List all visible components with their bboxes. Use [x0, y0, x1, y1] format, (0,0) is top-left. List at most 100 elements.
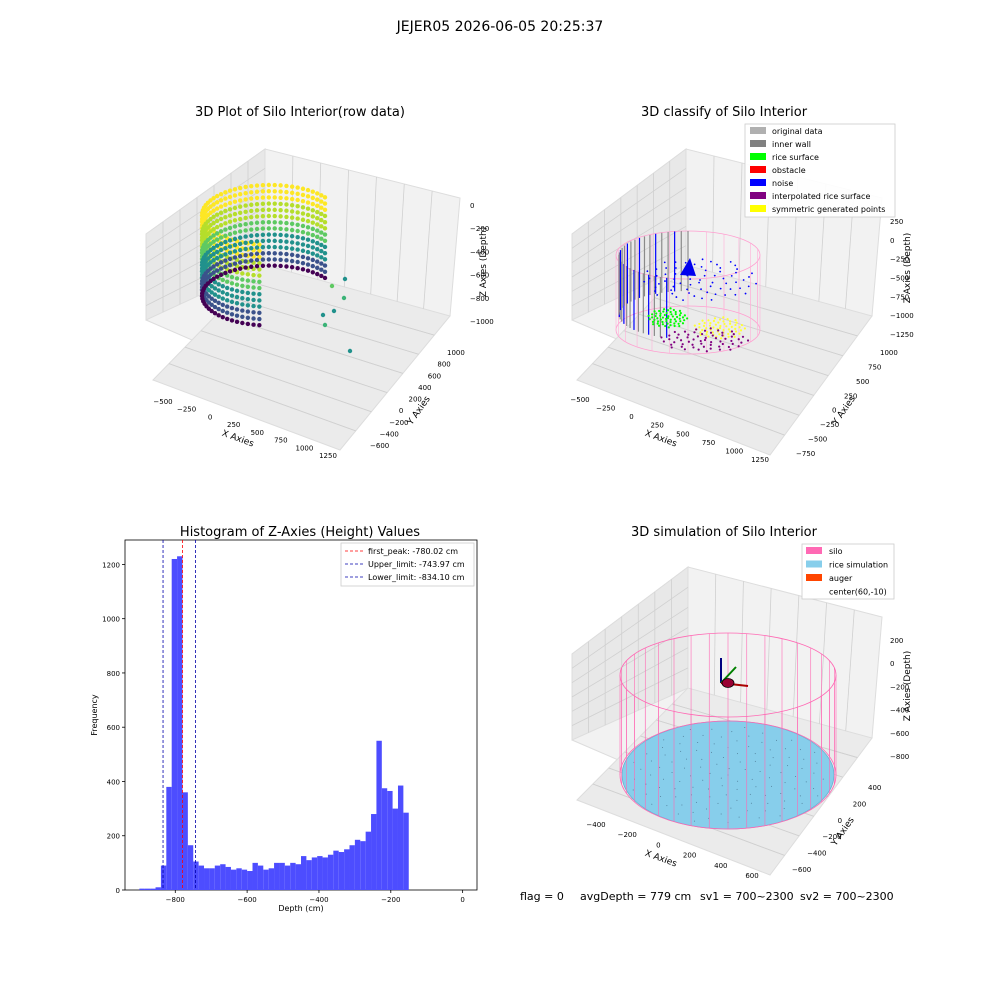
raw-data-point — [223, 208, 228, 214]
y-tick-label: 800 — [107, 670, 120, 678]
histogram-panel: Histogram of Z-Axies (Height) Values −80… — [90, 525, 478, 913]
symmetric-points-region-point — [719, 324, 722, 328]
raw-data-point — [232, 230, 238, 235]
raw-data-point — [245, 290, 251, 296]
histogram-bar — [166, 786, 172, 890]
raw-data-point — [218, 191, 224, 197]
raw-data-point — [278, 220, 283, 225]
raw-data-point — [249, 233, 254, 238]
legend-swatch — [806, 574, 822, 581]
rice-mesh-point — [799, 749, 801, 751]
raw-data-point — [272, 207, 277, 213]
raw-data-point — [214, 262, 220, 267]
interpolated-surface-region-point — [740, 341, 743, 344]
histogram-bar — [204, 868, 210, 890]
raw-data-point — [305, 206, 311, 211]
rice-mesh-point — [650, 760, 652, 762]
interpolated-surface-region-point — [721, 334, 724, 337]
raw-data-point — [315, 191, 320, 196]
histogram-bar — [301, 856, 307, 890]
symmetric-points-region-point — [730, 325, 733, 328]
rice-surface-region-point — [674, 313, 677, 316]
raw-data-point — [227, 262, 233, 268]
sim-x-tick: 400 — [714, 862, 727, 870]
rice-mesh-point — [751, 778, 753, 780]
rice-mesh-point — [754, 760, 756, 762]
raw-data-point — [232, 199, 238, 204]
legend-swatch — [750, 140, 766, 147]
rice-mesh-point — [663, 739, 665, 741]
rice-surface-region-point — [648, 318, 651, 321]
raw-data-point — [225, 304, 230, 309]
raw-data-point — [223, 270, 228, 276]
raw-data-point — [223, 221, 228, 226]
symmetric-points-region-point — [709, 322, 712, 325]
y-tick-label: 0 — [116, 887, 120, 895]
raw-data-point — [295, 241, 300, 246]
rice-mesh-point — [721, 785, 723, 787]
raw-data-point — [266, 201, 272, 206]
rice-surface-region-point — [664, 317, 668, 320]
raw-data-point — [227, 219, 233, 224]
raw-data-point — [260, 220, 266, 225]
raw-x-tick: 1000 — [296, 444, 314, 452]
rice-mesh-point — [799, 795, 801, 797]
raw-data-point — [243, 190, 248, 196]
rice-surface-region-point — [678, 314, 682, 317]
rice-mesh-point — [664, 754, 666, 756]
rice-surface-region-point — [667, 315, 670, 318]
noise-point — [719, 270, 722, 273]
legend-label: interpolated rice surface — [772, 192, 870, 201]
raw-data-point — [208, 266, 213, 271]
raw-data-point — [234, 282, 240, 287]
raw-data-point — [266, 220, 272, 225]
raw-z-tick: 0 — [470, 202, 474, 210]
rice-surface-region-point — [674, 310, 677, 314]
histogram-bar — [284, 865, 291, 890]
rice-mesh-point — [813, 787, 815, 789]
raw-data-point — [216, 313, 221, 318]
rice-surface-region-point — [669, 320, 672, 324]
histogram-bar — [225, 866, 231, 890]
raw-data-point — [300, 217, 306, 222]
raw-data-point — [257, 267, 262, 272]
symmetric-points-region-point — [719, 337, 723, 340]
raw-data-point — [266, 182, 272, 188]
noise-point — [701, 258, 704, 261]
cls-z-tick: −1250 — [890, 331, 914, 339]
rice-surface-region-point — [661, 316, 665, 319]
raw-data-point — [237, 254, 243, 259]
cls-y-tick: 1000 — [880, 349, 898, 357]
symmetric-points-region-point — [727, 335, 730, 338]
raw-data-point — [214, 255, 220, 261]
interpolated-surface-region-point — [732, 333, 735, 336]
avg-depth-text: avgDepth = 779 cm — [580, 890, 691, 903]
interpolated-surface-region-point — [673, 341, 676, 344]
interpolated-surface-region-point — [710, 341, 713, 344]
interpolated-surface-region-point — [714, 337, 718, 340]
raw-data-point — [289, 203, 295, 208]
raw-data-point — [232, 187, 238, 192]
symmetric-points-region-point — [714, 323, 717, 326]
raw-data-point — [278, 232, 283, 238]
raw-data-point — [208, 260, 213, 265]
symmetric-points-region-point — [701, 328, 704, 332]
symmetric-points-region-point — [711, 331, 714, 334]
rice-mesh-point — [658, 786, 660, 788]
noise-point — [719, 267, 722, 269]
rice-surface-region-point — [666, 322, 669, 325]
raw-data-point — [251, 310, 256, 315]
histogram-bar — [371, 814, 377, 890]
interpolated-surface-region-point — [719, 340, 722, 343]
raw-data-point — [257, 261, 262, 266]
figure-title: JEJER05 2026-06-05 20:25:37 — [396, 19, 604, 35]
raw-data-point — [310, 239, 315, 244]
rice-mesh-point — [713, 743, 715, 745]
rice-mesh-point — [775, 739, 777, 741]
noise-point — [699, 279, 701, 281]
interpolated-surface-region-point — [737, 345, 740, 348]
raw-data-point — [240, 296, 245, 301]
raw-y-tick: 200 — [409, 396, 422, 404]
legend-label: obstacle — [772, 166, 806, 175]
raw-data-point — [234, 319, 240, 325]
